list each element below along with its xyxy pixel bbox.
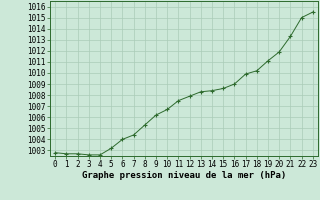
X-axis label: Graphe pression niveau de la mer (hPa): Graphe pression niveau de la mer (hPa)	[82, 171, 286, 180]
